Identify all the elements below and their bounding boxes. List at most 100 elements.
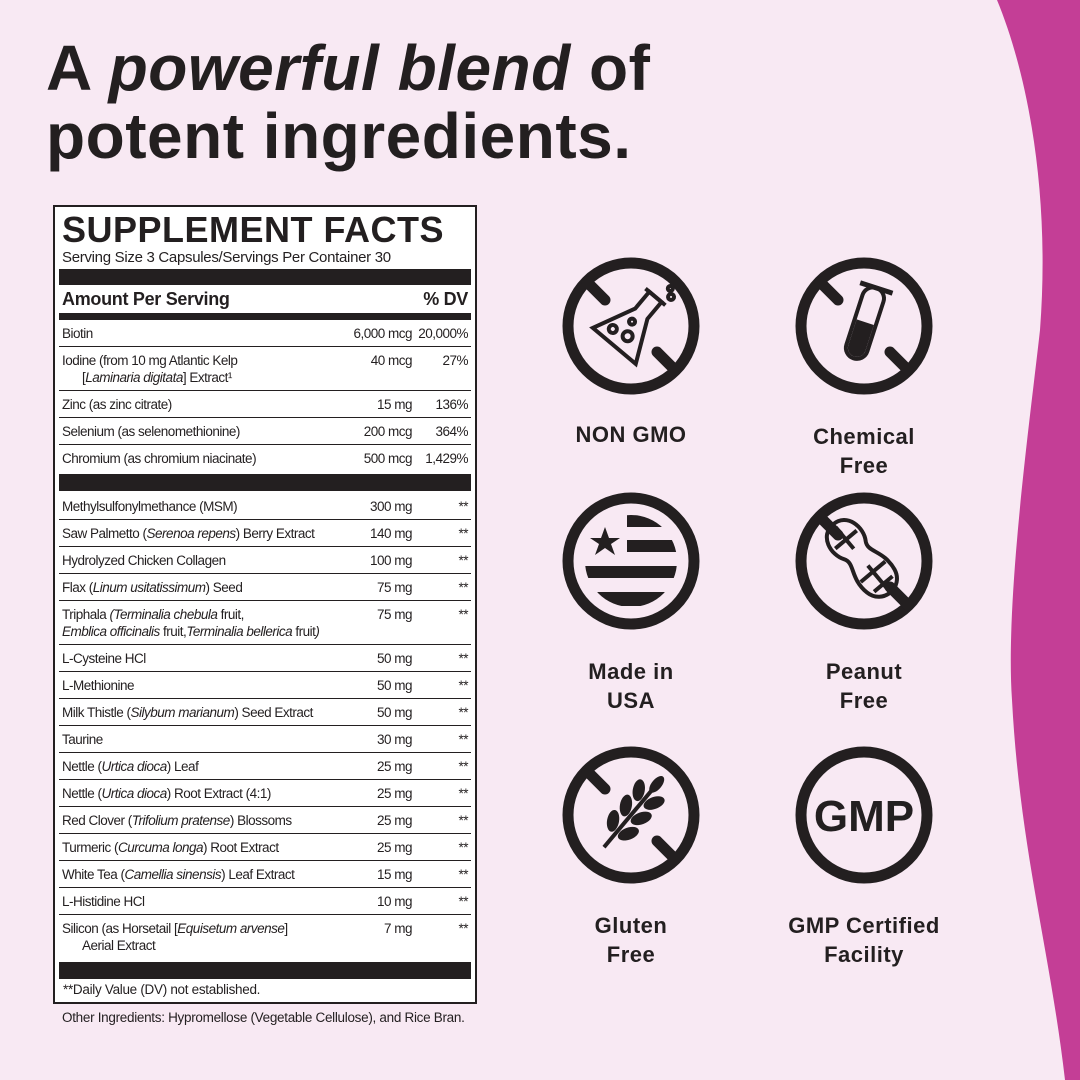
amount: 75 mg: [376, 607, 413, 622]
ingredient-name-part: Chromium (as chromium niacinate): [62, 451, 257, 466]
ingredient-name-part: Flax (: [62, 580, 93, 595]
amount: 500 mcg: [363, 451, 413, 466]
badge-label: Made in USA: [521, 657, 741, 715]
ingredient-name-part: ) Leaf: [166, 759, 199, 774]
table-row: Taurine 30 mg **: [59, 726, 471, 753]
table-row: Zinc (as zinc citrate) 15 mg 136%: [59, 391, 471, 418]
daily-value: 1,429%: [425, 451, 468, 466]
ingredient-name: Zinc (as zinc citrate): [62, 396, 350, 413]
ingredient-name-part: Saw Palmetto (: [62, 526, 147, 541]
daily-value: **: [458, 553, 468, 568]
ingredient-name-part: Terminalia bellerica: [186, 624, 293, 639]
headline: A powerful blend of potent ingredients.: [46, 34, 650, 170]
table-row: Iodine (from 10 mg Atlantic Kelp [Laminar…: [59, 347, 471, 391]
amount: 25 mg: [376, 813, 413, 828]
amount: 200 mcg: [363, 424, 413, 439]
ingredient-name-part: Milk Thistle (: [62, 705, 131, 720]
amount: 7 mg: [383, 921, 413, 936]
badge-label-line2: Free: [606, 942, 656, 967]
ingredient-name-part: [: [82, 370, 86, 385]
ingredient-name-part: Red Clover (: [62, 813, 132, 828]
divider-bar: [59, 962, 471, 979]
ingredient-name: L-Methionine: [62, 677, 350, 694]
amount: 50 mg: [376, 651, 413, 666]
ingredient-name: L-Cysteine HCl: [62, 650, 350, 667]
ingredient-name: Red Clover (Trifolium pratense) Blossoms: [62, 812, 350, 829]
ingredient-name-part: ] Extract¹: [182, 370, 233, 385]
badge-label: GMP Certified Facility: [754, 911, 974, 969]
daily-value: **: [458, 732, 468, 747]
ingredient-name-part: Methylsulfonylmethance (MSM): [62, 499, 238, 514]
badge-label-line1: GMP Certified: [788, 913, 940, 938]
amount: 25 mg: [376, 786, 413, 801]
no-test-tube-icon: [795, 257, 933, 395]
ingredient-name-part: Selenium (as selenomethionine): [62, 424, 240, 439]
ingredient-name: Hydrolyzed Chicken Collagen: [62, 552, 350, 569]
badge-label-line2: USA: [607, 688, 655, 713]
headline-text: A: [46, 32, 109, 104]
ingredient-name-part: Nettle (: [62, 759, 102, 774]
amount: 75 mg: [376, 580, 413, 595]
table-row: White Tea (Camellia sinensis) Leaf Extra…: [59, 861, 471, 888]
amount: 40 mcg: [370, 353, 413, 368]
badge: Chemical Free: [754, 252, 974, 480]
divider-bar: [59, 269, 471, 285]
badge-label-line1: Gluten: [594, 913, 668, 938]
badge: Made in USA: [521, 487, 741, 715]
ingredient-name-part: Taurine: [62, 732, 103, 747]
daily-value: 136%: [435, 397, 468, 412]
no-wheat-icon: [562, 746, 700, 884]
amount: 300 mg: [369, 499, 413, 514]
ingredient-name-part: Serenoa repens: [146, 526, 237, 541]
ingredient-name-part: White Tea (: [62, 867, 125, 882]
ingredient-name-part: ): [315, 624, 320, 639]
badge-label-line2: Free: [839, 453, 889, 478]
ingredient-name-part: L-Histidine HCl: [62, 894, 145, 909]
supplement-facts-title: SUPPLEMENT FACTS: [62, 209, 445, 250]
ingredient-name-part: Nettle (: [62, 786, 102, 801]
ingredient-name-part: Laminaria digitata: [85, 370, 183, 385]
daily-value: **: [458, 759, 468, 774]
table-row: Selenium (as selenomethionine) 200 mcg 364…: [59, 418, 471, 445]
ingredient-name-part: Linum usitatissimum: [92, 580, 206, 595]
badge-label-line1: NON GMO: [575, 422, 687, 447]
usa-flag-icon: [562, 492, 700, 630]
ingredient-name-part: Trifolium pratense: [131, 813, 231, 828]
table-row: Red Clover (Trifolium pratense) Blossoms…: [59, 807, 471, 834]
amount: 50 mg: [376, 705, 413, 720]
ingredient-name-part: ) Root Extract: [203, 840, 279, 855]
table-row: Nettle (Urtica dioca) Leaf 25 mg **: [59, 753, 471, 780]
ingredient-name-part: Urtica dioca: [101, 786, 168, 801]
badge-label: Gluten Free: [521, 911, 741, 969]
ingredient-name-part: ) Blossoms: [229, 813, 292, 828]
gmp-glyph: GMP: [814, 792, 914, 841]
table-row: Methylsulfonylmethance (MSM) 300 mg **: [59, 493, 471, 520]
ingredient-name-part: Silicon (as Horsetail [: [62, 921, 178, 936]
ingredient-name-part: fruit: [292, 624, 316, 639]
ingredient-name-line2: [Laminaria digitata] Extract¹: [62, 369, 350, 386]
badge: GMP GMP Certified Facility: [754, 741, 974, 969]
ingredient-name-line2: Aerial Extract: [62, 937, 350, 954]
table-row: Silicon (as Horsetail [Equisetum arvense…: [59, 915, 471, 958]
ingredient-name: Nettle (Urtica dioca) Leaf: [62, 758, 350, 775]
ingredient-name-part: fruit,: [159, 624, 187, 639]
gmp-icon: GMP: [795, 746, 933, 884]
ingredient-name-part: Camellia sinensis: [124, 867, 222, 882]
divider-bar: [59, 313, 471, 320]
ingredient-name-part: ) Seed Extract: [234, 705, 313, 720]
ingredient-name-line2: Emblica officinalis fruit,Terminalia bel…: [62, 623, 350, 640]
ingredient-name-part: L-Cysteine HCl: [62, 651, 146, 666]
daily-value: **: [458, 813, 468, 828]
badge: Gluten Free: [521, 741, 741, 969]
badge-label-line1: Peanut: [825, 659, 903, 684]
ingredient-name: Silicon (as Horsetail [Equisetum arvense…: [62, 920, 350, 954]
amount: 25 mg: [376, 840, 413, 855]
ingredient-name-part: fruit,: [217, 607, 245, 622]
amount: 30 mg: [376, 732, 413, 747]
ingredient-name-part: Emblica officinalis: [62, 624, 160, 639]
table-row: L-Cysteine HCl 50 mg **: [59, 645, 471, 672]
footnote: **Daily Value (DV) not established.: [63, 982, 261, 997]
ingredient-name: Turmeric (Curcuma longa) Root Extract: [62, 839, 350, 856]
amount: 50 mg: [376, 678, 413, 693]
